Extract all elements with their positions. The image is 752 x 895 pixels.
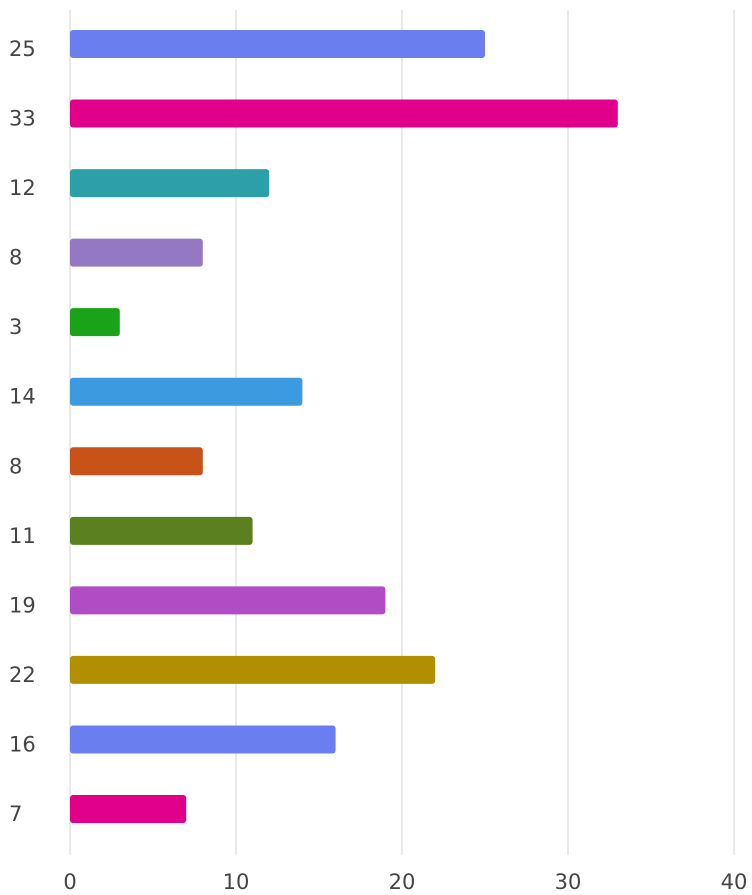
x-tick-label: 20 (389, 870, 416, 894)
y-tick-label: 8 (9, 454, 22, 478)
y-tick-label: 7 (9, 802, 22, 826)
y-tick-label: 25 (9, 37, 36, 61)
y-tick-label: 11 (9, 524, 36, 548)
x-tick-label: 0 (63, 870, 76, 894)
y-tick-label: 22 (9, 663, 36, 687)
bar (70, 99, 618, 128)
bar (70, 586, 386, 615)
y-tick-label: 33 (9, 107, 36, 131)
bar (70, 169, 270, 198)
bar (70, 655, 436, 684)
y-tick-label: 16 (9, 732, 36, 756)
bar (70, 725, 336, 754)
x-tick-label: 30 (555, 870, 582, 894)
x-tick-label: 10 (223, 870, 250, 894)
bar (70, 238, 203, 267)
bar (70, 447, 203, 476)
bar (70, 795, 187, 823)
y-tick-label: 19 (9, 593, 36, 617)
y-tick-label: 3 (9, 315, 22, 339)
bar (70, 377, 303, 406)
x-tick-label: 40 (721, 870, 748, 894)
bar (70, 30, 485, 58)
bar (70, 516, 253, 545)
y-tick-label: 8 (9, 246, 22, 270)
y-tick-label: 14 (9, 385, 36, 409)
y-tick-label: 12 (9, 176, 36, 200)
bar (70, 308, 120, 337)
